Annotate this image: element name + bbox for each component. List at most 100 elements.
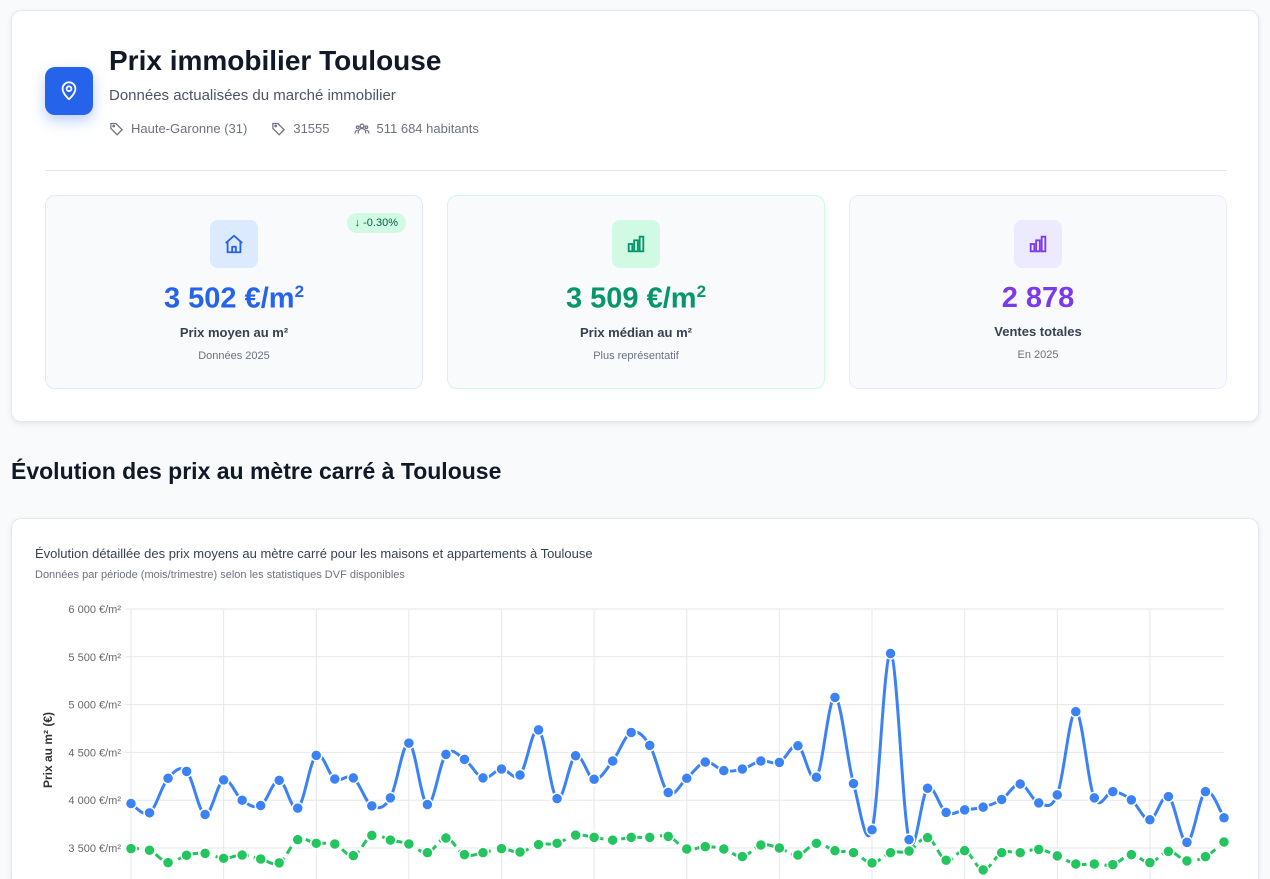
data-point — [310, 837, 323, 850]
price-change-badge: ↓ -0.30% — [346, 213, 406, 233]
data-point — [754, 754, 768, 768]
data-point — [439, 748, 453, 761]
data-point — [1106, 858, 1120, 871]
data-point — [1069, 705, 1083, 718]
total-sales-note: En 2025 — [1017, 349, 1059, 361]
data-point — [254, 852, 267, 866]
data-point — [1217, 835, 1231, 849]
data-point — [550, 792, 564, 805]
data-point — [143, 806, 156, 820]
city-header-card: Prix immobilier Toulouse Données actuali… — [11, 10, 1259, 422]
chart-note: Données par période (mois/trimestre) sel… — [35, 569, 405, 581]
data-point — [569, 749, 582, 762]
data-point — [272, 774, 286, 787]
data-point — [291, 801, 304, 815]
price-chart-card: Évolution détaillée des prix moyens au m… — [11, 518, 1259, 879]
data-point — [699, 755, 712, 769]
home-icon — [210, 220, 258, 268]
data-point — [791, 739, 805, 753]
data-point — [1032, 796, 1045, 810]
data-point — [161, 856, 175, 869]
y-axis-ticks: 6 000 €/m² 5 500 €/m² 5 000 €/m² 4 500 €/m²… — [68, 604, 121, 855]
data-point — [1199, 850, 1212, 863]
data-point — [643, 739, 656, 752]
data-point — [699, 840, 712, 853]
data-point — [736, 850, 749, 863]
data-point — [921, 831, 934, 844]
data-point — [198, 808, 212, 821]
average-price-note: Données 2025 — [198, 349, 270, 362]
data-point — [865, 856, 879, 870]
data-point — [791, 848, 805, 862]
data-point — [773, 841, 786, 855]
data-point — [958, 844, 971, 857]
price-line-chart: 6 000 €/m² 5 500 €/m² 5 000 €/m² 4 500 €/m²… — [41, 604, 1231, 879]
data-point — [939, 806, 953, 819]
data-point — [291, 833, 304, 846]
data-point — [754, 838, 768, 852]
data-point — [902, 844, 916, 858]
data-point — [365, 799, 379, 813]
data-point — [402, 837, 416, 851]
data-point — [217, 773, 230, 787]
y-axis-title: Prix au m² (€) — [41, 712, 55, 788]
data-point — [680, 842, 694, 856]
data-point — [476, 771, 490, 785]
data-point — [1069, 857, 1083, 871]
data-point — [365, 829, 379, 842]
tag-icon — [272, 122, 286, 136]
page-title: Prix immobilier Toulouse — [109, 45, 442, 76]
median-price-value: 3 509 €/m2 — [565, 282, 707, 315]
data-point — [884, 647, 897, 660]
data-point — [1199, 785, 1212, 798]
chart-grid — [125, 608, 1224, 879]
data-point — [254, 799, 267, 812]
data-point — [736, 762, 749, 776]
data-point — [421, 846, 434, 859]
median-price-label: Prix médian au m² — [580, 324, 692, 340]
data-point — [198, 847, 212, 860]
data-point — [347, 849, 360, 862]
series-line-0 — [130, 651, 1226, 846]
stat-card-average-price: ↓ -0.30% 3 502 €/m2 Prix moyen au m² Don… — [45, 195, 423, 389]
data-point — [421, 798, 434, 811]
data-point — [606, 833, 619, 847]
data-point — [643, 831, 656, 844]
users-icon — [354, 123, 369, 134]
data-point — [1180, 836, 1194, 849]
average-price-value: 3 502 €/m2 — [163, 282, 305, 315]
data-point — [1088, 857, 1101, 871]
data-point — [810, 771, 823, 784]
data-point — [661, 786, 675, 799]
y-tick-label: 3 500 €/m² — [68, 843, 121, 855]
data-point — [1106, 785, 1120, 798]
data-point — [587, 773, 601, 786]
data-point — [717, 764, 731, 777]
page-subtitle: Données actualisées du marché immobilier — [109, 87, 396, 104]
data-point — [310, 749, 323, 762]
data-point — [624, 831, 638, 844]
y-tick-label: 4 000 €/m² — [68, 795, 121, 807]
total-sales-value: 2 878 — [1001, 282, 1075, 314]
data-point — [495, 762, 508, 776]
data-point — [828, 691, 842, 704]
data-point — [1125, 848, 1138, 861]
data-point — [1013, 846, 1027, 859]
data-point — [384, 833, 397, 847]
data-point — [995, 793, 1008, 806]
data-point — [976, 800, 990, 814]
data-point — [550, 837, 564, 850]
data-point — [1013, 777, 1027, 791]
data-point — [235, 793, 249, 807]
data-point — [1162, 845, 1175, 858]
department-label: Haute-Garonne (31) — [131, 121, 248, 136]
data-point — [495, 842, 508, 855]
data-point — [1051, 788, 1064, 802]
data-point — [328, 772, 342, 786]
data-point — [828, 844, 842, 857]
data-point — [532, 838, 545, 851]
data-point — [180, 849, 193, 862]
data-point — [458, 848, 471, 861]
data-point — [847, 777, 860, 790]
bar-chart-icon — [1014, 220, 1062, 268]
